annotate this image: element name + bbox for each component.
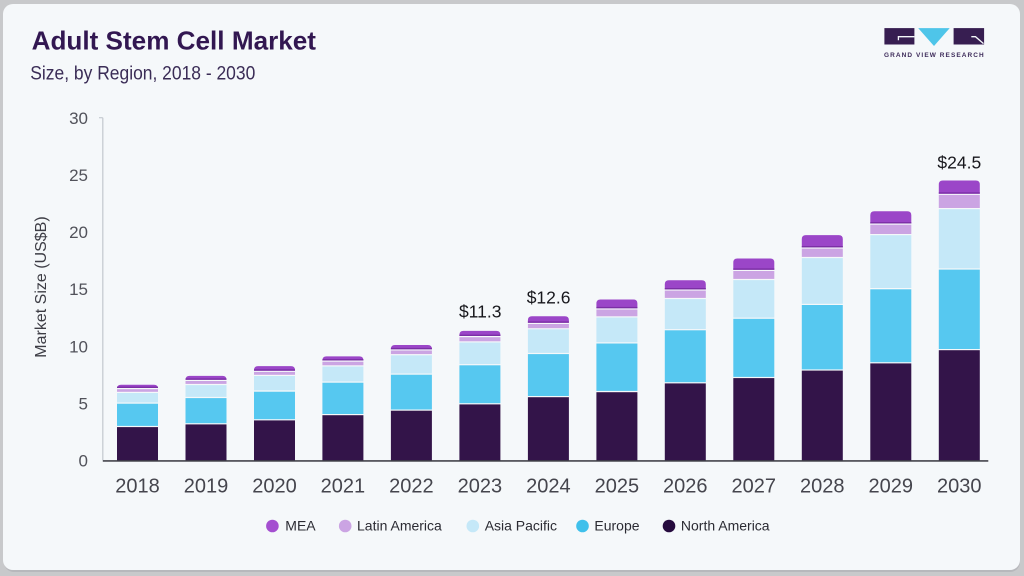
- svg-text:Asia Pacific: Asia Pacific: [485, 518, 557, 534]
- svg-text:2020: 2020: [252, 476, 297, 498]
- svg-text:0: 0: [79, 452, 88, 471]
- svg-text:2025: 2025: [595, 476, 640, 498]
- svg-text:30: 30: [69, 109, 88, 128]
- svg-text:Latin America: Latin America: [357, 518, 442, 534]
- svg-text:2022: 2022: [389, 476, 434, 498]
- svg-text:2019: 2019: [184, 476, 229, 498]
- svg-text:20: 20: [69, 223, 88, 242]
- svg-text:2029: 2029: [869, 476, 914, 498]
- svg-text:$24.5: $24.5: [937, 152, 981, 172]
- svg-text:2021: 2021: [321, 476, 366, 498]
- svg-text:2027: 2027: [732, 476, 777, 498]
- svg-text:2026: 2026: [663, 476, 708, 498]
- svg-text:Adult Stem Cell Market: Adult Stem Cell Market: [32, 25, 317, 55]
- svg-text:15: 15: [69, 280, 88, 299]
- svg-text:25: 25: [69, 166, 88, 185]
- svg-text:2024: 2024: [526, 476, 571, 498]
- svg-text:Market Size (US$B): Market Size (US$B): [33, 216, 50, 357]
- svg-text:2030: 2030: [937, 476, 982, 498]
- svg-text:Europe: Europe: [594, 518, 639, 534]
- svg-text:5: 5: [79, 394, 88, 413]
- svg-text:2028: 2028: [800, 476, 845, 498]
- svg-text:2023: 2023: [458, 476, 503, 498]
- svg-text:10: 10: [69, 337, 88, 356]
- svg-text:2018: 2018: [115, 476, 160, 498]
- svg-text:Size, by Region, 2018 - 2030: Size, by Region, 2018 - 2030: [30, 63, 255, 85]
- svg-text:North America: North America: [681, 518, 770, 534]
- svg-text:GRAND VIEW RESEARCH: GRAND VIEW RESEARCH: [884, 52, 985, 59]
- svg-text:$12.6: $12.6: [527, 287, 571, 307]
- svg-text:MEA: MEA: [285, 518, 316, 534]
- svg-text:$11.3: $11.3: [459, 301, 502, 321]
